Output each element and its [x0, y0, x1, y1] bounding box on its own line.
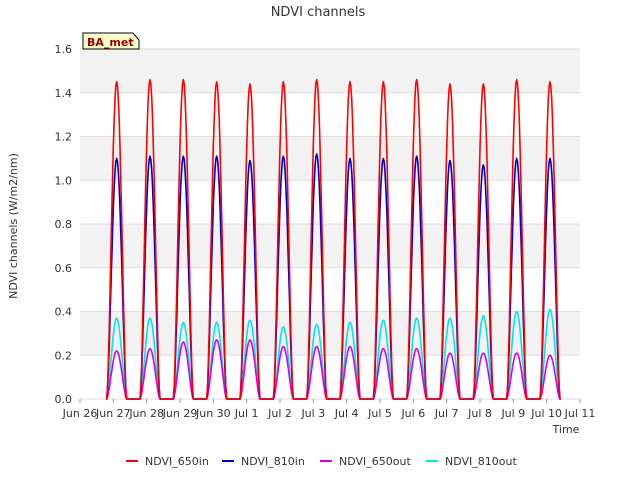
- series-lines: [105, 78, 561, 400]
- x-tick-label: Jul 9: [500, 407, 525, 420]
- y-tick-label: 1.4: [55, 87, 73, 100]
- grid-lines: [80, 48, 580, 400]
- site-badge: BA_met: [82, 32, 140, 50]
- y-tick-label: 0.6: [55, 262, 73, 275]
- y-tick-label: 0.0: [55, 393, 73, 406]
- plot-band: [80, 136, 580, 181]
- plot-band: [80, 224, 580, 268]
- x-tick-label: Jun 27: [95, 407, 131, 420]
- y-tick-label: 0.2: [55, 349, 73, 362]
- x-tick-label: Jul 2: [267, 407, 292, 420]
- x-tick-label: Jun 30: [195, 407, 231, 420]
- x-axis-label: Time: [552, 423, 580, 436]
- site-badge-label: BA_met: [87, 36, 134, 49]
- y-axis-label: NDVI channels (W/m2/nm): [7, 153, 20, 299]
- x-tick-label: Jul 6: [400, 407, 425, 420]
- x-tick-label: Jun 26: [62, 407, 98, 420]
- x-tick-label: Jun 29: [162, 407, 198, 420]
- y-tick-label: 0.4: [55, 306, 73, 319]
- x-tick-label: Jul 11: [564, 407, 596, 420]
- y-tick-label: 1.0: [55, 174, 73, 187]
- plot-band: [80, 311, 580, 356]
- x-tick-label: Jul 4: [334, 407, 359, 420]
- chart-title: NDVI channels: [271, 5, 366, 20]
- plot-band: [80, 49, 580, 93]
- legend-label: NDVI_650out: [339, 455, 411, 468]
- x-tick-label: Jul 3: [300, 407, 325, 420]
- x-tick-label: Jul 5: [367, 407, 392, 420]
- y-tick-label: 1.2: [55, 131, 73, 144]
- y-tick-label: 1.6: [55, 43, 73, 56]
- y-tick-label: 0.8: [55, 218, 73, 231]
- legend-label: NDVI_650in: [145, 455, 209, 468]
- x-tick-label: Jul 8: [467, 407, 492, 420]
- legend-label: NDVI_810out: [445, 455, 517, 468]
- y-axis-ticks: 0.0 0.2 0.4 0.6 0.8 1.0 1.2 1.4 1.6: [55, 43, 73, 406]
- series-line-ndvi_650in: [105, 78, 561, 400]
- x-tick-label: Jul 1: [234, 407, 259, 420]
- x-tick-label: Jul 10: [530, 407, 562, 420]
- x-tick-label: Jul 7: [434, 407, 459, 420]
- legend-label: NDVI_810in: [241, 455, 305, 468]
- legend: NDVI_650in NDVI_810in NDVI_650out NDVI_810o…: [126, 455, 517, 468]
- x-tick-label: Jun 28: [128, 407, 164, 420]
